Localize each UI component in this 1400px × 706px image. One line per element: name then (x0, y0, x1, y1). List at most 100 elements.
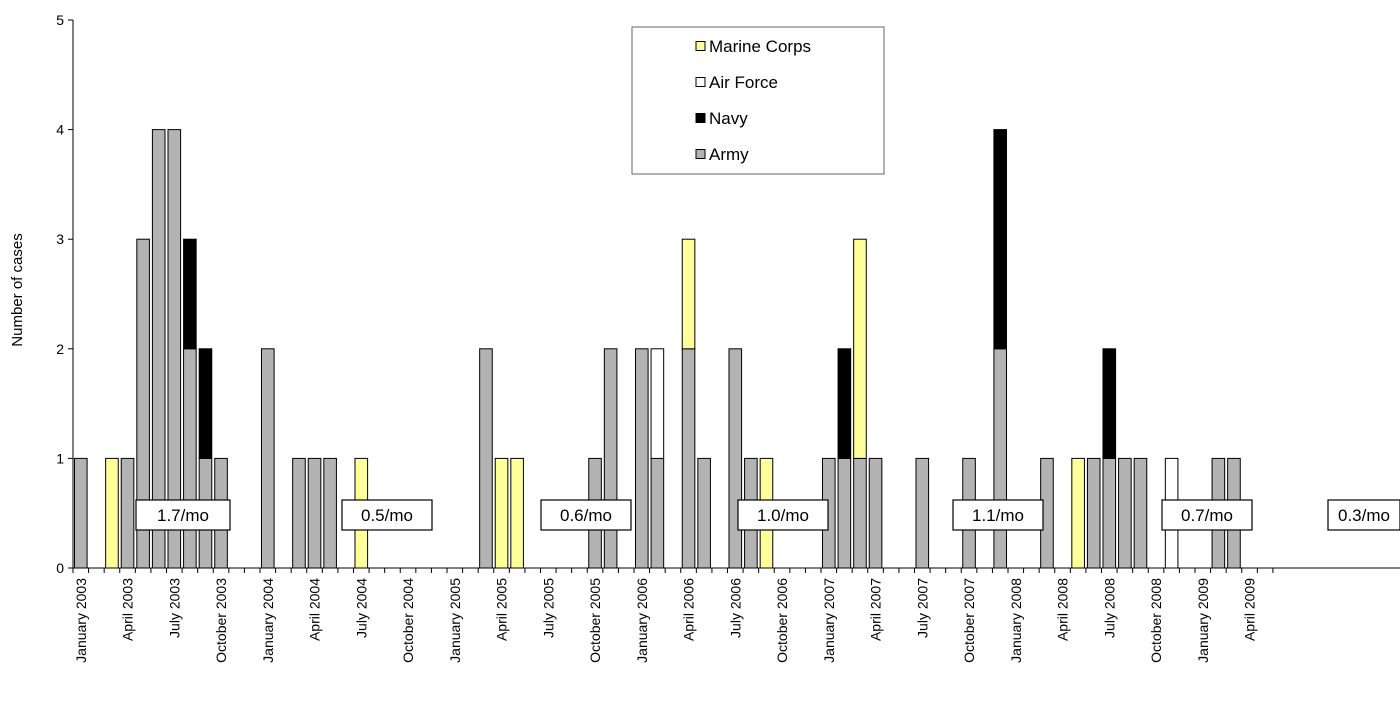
bar-navy (183, 238, 197, 350)
rate-label: 0.3/mo (1338, 506, 1390, 525)
rate-box (737, 499, 829, 531)
bar-army (634, 348, 649, 569)
bar-marine-corps (510, 457, 524, 569)
x-tick-label: July 2004 (353, 578, 369, 638)
x-tick-label: October 2008 (1148, 578, 1164, 663)
legend-item-air-force: Air Force (695, 73, 778, 92)
x-tick-label: July 2005 (540, 578, 556, 638)
rate-box (952, 499, 1044, 531)
y-tick-label: 1 (56, 450, 64, 466)
bar-army (73, 457, 88, 569)
bar-marine-corps (494, 457, 509, 569)
rate-label: 0.5/mo (361, 506, 413, 525)
rate-box (1161, 499, 1253, 531)
bar-army (1133, 457, 1148, 569)
x-tick-label: January 2004 (260, 578, 276, 663)
x-tick-label: January 2005 (447, 578, 463, 663)
x-tick-label: April 2006 (681, 578, 697, 641)
x-tick-label: January 2006 (634, 578, 650, 663)
bar-navy (993, 129, 1008, 350)
y-axis-label: Number of cases (9, 233, 26, 346)
legend-item-navy: Navy (695, 109, 748, 128)
legend-swatch (695, 149, 706, 159)
rate-label: 0.6/mo (560, 506, 612, 525)
rate-annotation: 0.7/mo (1161, 499, 1253, 531)
bar-navy (837, 348, 852, 459)
bar-army (323, 457, 337, 569)
x-tick-label: January 2009 (1195, 578, 1211, 663)
rate-box (341, 499, 433, 531)
legend-item-marine-corps: Marine Corps (695, 37, 811, 56)
y-tick-label: 3 (56, 231, 64, 247)
x-tick-label: October 2007 (961, 578, 977, 663)
bar-army (1118, 457, 1132, 569)
rate-annotation: 0.5/mo (341, 499, 433, 531)
bars (73, 129, 1241, 569)
rate-label: 1.0/mo (757, 506, 809, 525)
bar-army (307, 457, 322, 569)
x-tick-label: January 2008 (1008, 578, 1024, 663)
bar-marine-corps (105, 457, 119, 569)
y-tick-label: 0 (56, 560, 64, 576)
rate-annotation: 0.3/mo (1327, 499, 1400, 531)
x-tick-label: July 2007 (914, 578, 930, 638)
rate-annotation: 1.1/mo (952, 499, 1044, 531)
bar-army (681, 348, 696, 569)
x-tick-label: April 2008 (1055, 578, 1071, 641)
legend-swatch (695, 41, 706, 51)
y-tick-label: 4 (56, 122, 64, 138)
bar-army (1102, 457, 1117, 569)
legend: Marine Corps Air Force Navy Army (631, 26, 885, 175)
x-tick-label: April 2009 (1242, 578, 1258, 641)
rate-annotations: 1.7/mo 0.5/mo 0.6/mo 1.0/mo 1.1/mo 0.7/mo 0.3/… (135, 499, 1400, 531)
legend-label: Army (709, 145, 749, 164)
legend-label: Marine Corps (709, 37, 811, 56)
legend-swatch (695, 113, 706, 123)
bar-army (183, 348, 197, 569)
x-tick-label: April 2005 (494, 578, 510, 641)
bar-navy (1102, 348, 1117, 459)
x-tick-label: July 2003 (166, 578, 182, 638)
rate-annotation: 0.6/mo (540, 499, 632, 531)
x-tick-label: October 2004 (400, 578, 416, 663)
axes: 0 1 2 3 4 5 January 2003 April 2003 July 2003 Oct… (56, 12, 1400, 663)
rate-box (1327, 499, 1400, 531)
bar-navy (198, 348, 213, 459)
x-tick-label: April 2004 (307, 578, 323, 641)
bar-army (151, 129, 166, 569)
x-tick-label: July 2006 (727, 578, 743, 638)
bar-army (853, 457, 867, 569)
rate-label: 1.7/mo (157, 506, 209, 525)
bar-marine-corps (853, 238, 867, 459)
rate-box (540, 499, 632, 531)
bar-army (136, 238, 150, 569)
x-tick-label: April 2007 (868, 578, 884, 641)
x-tick-label: July 2008 (1101, 578, 1117, 638)
legend-swatch (695, 77, 706, 87)
bar-marine-corps (1071, 457, 1085, 569)
rate-box (135, 499, 231, 531)
rate-label: 1.1/mo (972, 506, 1024, 525)
legend-label: Air Force (709, 73, 778, 92)
x-tick-label: October 2003 (213, 578, 229, 663)
x-tick-label: January 2007 (821, 578, 837, 663)
bar-army (697, 457, 711, 569)
bar-army (915, 457, 930, 569)
rate-label: 0.7/mo (1181, 506, 1233, 525)
bar-army (868, 457, 883, 569)
x-tick-label: January 2003 (73, 578, 89, 663)
bar-army (120, 457, 135, 569)
x-tick-label: October 2006 (774, 578, 790, 663)
bar-army (292, 457, 306, 569)
bar-army (650, 457, 665, 569)
rate-annotation: 1.7/mo (135, 499, 231, 531)
bar-army (993, 348, 1008, 569)
bar-air-force (650, 348, 665, 459)
legend-item-army: Army (695, 145, 749, 164)
bar-army (728, 348, 743, 569)
y-tick-label: 2 (56, 341, 64, 357)
rate-annotation: 1.0/mo (737, 499, 829, 531)
y-tick-label: 5 (56, 12, 64, 28)
legend-label: Navy (709, 109, 748, 128)
